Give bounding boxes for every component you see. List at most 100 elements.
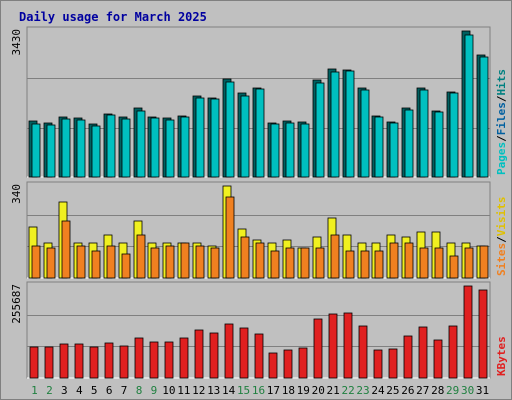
bar-kbytes-kbytes bbox=[388, 348, 398, 379]
bar-hits-files-files bbox=[345, 70, 355, 178]
bar-visits-sites-sites bbox=[121, 253, 131, 279]
x-tick-label: 22 bbox=[341, 384, 354, 397]
bar-visits-sites-sites bbox=[389, 242, 399, 279]
bar-kbytes-kbytes bbox=[268, 352, 278, 379]
x-tick-label: 23 bbox=[356, 384, 369, 397]
bar-hits-files-files bbox=[180, 116, 190, 178]
x-tick-label: 24 bbox=[371, 384, 385, 397]
legend-entry: KBytes bbox=[495, 336, 508, 376]
bar-hits-files-files bbox=[389, 122, 399, 178]
x-tick-label: 4 bbox=[76, 384, 83, 397]
x-tick-label: 2 bbox=[46, 384, 53, 397]
bar-kbytes-kbytes bbox=[373, 349, 383, 379]
y-max-label-kbytes: 255687 bbox=[10, 284, 23, 324]
x-tick-label: 18 bbox=[282, 384, 295, 397]
bar-visits-sites-sites bbox=[479, 245, 489, 279]
bar-kbytes-kbytes bbox=[149, 341, 159, 379]
bar-hits-files-files bbox=[31, 123, 41, 178]
x-tick-label: 29 bbox=[446, 384, 459, 397]
bar-visits-sites-sites bbox=[330, 234, 340, 279]
bar-visits-sites-sites bbox=[46, 247, 56, 279]
bar-hits-files-files bbox=[300, 123, 310, 178]
bar-visits-sites-sites bbox=[195, 245, 205, 279]
legend-hits-files: Pages/Files/Hits bbox=[495, 69, 508, 175]
x-tick-label: 15 bbox=[237, 384, 250, 397]
x-tick-label: 28 bbox=[431, 384, 444, 397]
x-tick-label: 31 bbox=[476, 384, 489, 397]
bar-hits-files-files bbox=[106, 114, 116, 178]
legend-visits-sites: Sites/Visits bbox=[495, 197, 508, 277]
bar-hits-files-files bbox=[240, 95, 250, 178]
x-tick-label: 8 bbox=[136, 384, 143, 397]
bar-visits-sites-sites bbox=[434, 247, 444, 279]
bar-kbytes-kbytes bbox=[313, 318, 323, 379]
bar-visits-sites-sites bbox=[150, 247, 160, 279]
y-max-label-hits-files: 3430 bbox=[10, 29, 23, 56]
x-tick-label: 6 bbox=[106, 384, 113, 397]
bar-kbytes-kbytes bbox=[194, 329, 204, 379]
bar-kbytes-kbytes bbox=[328, 313, 338, 379]
bar-hits-files-files bbox=[61, 118, 71, 178]
bar-hits-files-files bbox=[136, 110, 146, 178]
x-tick-label: 30 bbox=[461, 384, 474, 397]
bar-kbytes-kbytes bbox=[224, 323, 234, 379]
bar-kbytes-kbytes bbox=[478, 289, 488, 379]
bar-hits-files-files bbox=[255, 88, 265, 178]
bar-visits-sites-sites bbox=[360, 250, 370, 279]
bar-hits-files-files bbox=[76, 119, 86, 178]
bar-hits-files-files bbox=[165, 119, 175, 178]
bar-hits-files-files bbox=[195, 97, 205, 178]
bar-visits-sites-sites bbox=[419, 247, 429, 279]
bar-hits-files-files bbox=[360, 89, 370, 178]
bar-kbytes-kbytes bbox=[209, 332, 219, 379]
x-tick-label: 13 bbox=[207, 384, 220, 397]
bar-hits-files-files bbox=[449, 92, 459, 178]
legend-entry: Visits bbox=[495, 197, 508, 237]
x-tick-label: 10 bbox=[162, 384, 175, 397]
bar-visits-sites-sites bbox=[464, 247, 474, 279]
x-tick-label: 17 bbox=[267, 384, 280, 397]
x-tick-label: 5 bbox=[91, 384, 98, 397]
bar-hits-files-files bbox=[121, 118, 131, 178]
x-tick-label: 25 bbox=[386, 384, 399, 397]
bar-hits-files-files bbox=[479, 56, 489, 178]
bar-kbytes-kbytes bbox=[29, 346, 39, 379]
bar-visits-sites-sites bbox=[374, 250, 384, 279]
bar-kbytes-kbytes bbox=[89, 346, 99, 379]
bar-visits-sites-sites bbox=[285, 247, 295, 279]
x-tick-label: 11 bbox=[177, 384, 190, 397]
bar-visits-sites-sites bbox=[270, 250, 280, 279]
bar-kbytes-kbytes bbox=[59, 343, 69, 379]
bar-kbytes-kbytes bbox=[298, 347, 308, 379]
bar-hits-files-files bbox=[46, 124, 56, 178]
bar-kbytes-kbytes bbox=[463, 285, 473, 379]
bar-visits-sites-sites bbox=[106, 245, 116, 279]
legend-entry: Sites bbox=[495, 243, 508, 276]
bar-kbytes-kbytes bbox=[179, 337, 189, 379]
bar-kbytes-kbytes bbox=[254, 333, 264, 379]
legend-entry: / bbox=[495, 95, 508, 102]
bar-visits-sites-sites bbox=[136, 234, 146, 279]
bar-hits-files-files bbox=[464, 34, 474, 178]
bar-visits-sites-sites bbox=[300, 247, 310, 279]
bar-kbytes-kbytes bbox=[418, 326, 428, 379]
bar-hits-files-files bbox=[270, 123, 280, 178]
bar-hits-files-files bbox=[315, 82, 325, 178]
bar-visits-sites-sites bbox=[61, 220, 71, 279]
x-tick-label: 21 bbox=[327, 384, 340, 397]
y-max-label-visits-sites: 340 bbox=[10, 184, 23, 204]
bar-kbytes-kbytes bbox=[343, 312, 353, 379]
legend-entry: Pages bbox=[495, 142, 508, 175]
bar-visits-sites-sites bbox=[315, 247, 325, 279]
x-tick-label: 9 bbox=[151, 384, 158, 397]
bar-kbytes-kbytes bbox=[74, 343, 84, 379]
legend-entry: Files bbox=[495, 102, 508, 135]
bar-visits-sites-sites bbox=[240, 236, 250, 279]
bar-visits-sites-sites bbox=[76, 245, 86, 279]
bar-kbytes-kbytes bbox=[433, 339, 443, 379]
bar-visits-sites-sites bbox=[31, 245, 41, 279]
chart-title: Daily usage for March 2025 bbox=[19, 10, 207, 24]
bar-visits-sites-sites bbox=[165, 245, 175, 279]
